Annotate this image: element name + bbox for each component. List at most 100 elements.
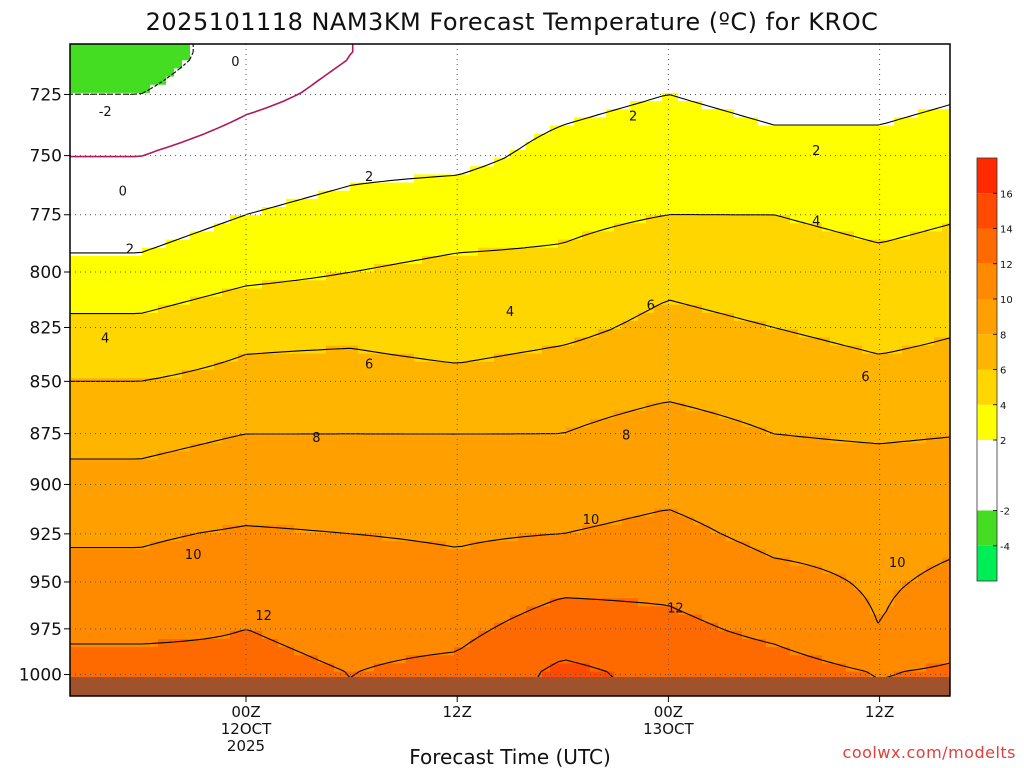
temperature-cell [326, 166, 335, 175]
temperature-cell [206, 239, 215, 249]
temperature-cell [374, 84, 383, 94]
temperature-cell [822, 312, 831, 322]
temperature-cell [830, 272, 839, 281]
temperature-cell [854, 109, 863, 118]
temperature-cell [662, 92, 671, 102]
temperature-cell [742, 312, 751, 322]
temperature-cell [414, 207, 423, 216]
temperature-cell [646, 288, 655, 298]
temperature-cell [846, 288, 855, 298]
temperature-cell [934, 312, 943, 322]
temperature-cell [870, 345, 879, 355]
temperature-cell [662, 402, 671, 412]
temperature-cell [438, 394, 447, 404]
temperature-cell [870, 288, 879, 298]
temperature-cell [646, 264, 655, 273]
temperature-cell [238, 207, 247, 216]
temperature-cell [670, 92, 679, 102]
temperature-cell [582, 44, 591, 53]
temperature-cell [222, 133, 231, 143]
temperature-cell [326, 353, 335, 363]
temperature-cell [894, 117, 903, 127]
temperature-cell [558, 149, 567, 159]
temperature-cell [470, 101, 479, 110]
temperature-cell [686, 92, 695, 102]
temperature-cell [262, 44, 271, 53]
temperature-cell [934, 386, 943, 396]
temperature-cell [78, 60, 87, 70]
temperature-cell [886, 125, 895, 135]
temperature-cell [462, 182, 471, 192]
temperature-cell [542, 345, 551, 355]
temperature-cell [254, 329, 263, 338]
temperature-cell [182, 337, 191, 347]
temperature-cell [206, 353, 215, 363]
temperature-cell [262, 174, 271, 184]
temperature-cell [110, 361, 119, 371]
temperature-cell [910, 52, 919, 61]
temperature-cell [174, 280, 183, 290]
temperature-cell [158, 386, 167, 396]
temperature-cell [542, 190, 551, 200]
temperature-cell [142, 329, 151, 338]
temperature-cell [78, 321, 87, 330]
temperature-cell [558, 101, 567, 110]
temperature-cell [86, 410, 95, 420]
temperature-cell [382, 101, 391, 110]
temperature-cell [70, 288, 79, 298]
temperature-cell [638, 370, 647, 379]
temperature-cell [214, 329, 223, 338]
temperature-cell [94, 44, 103, 53]
temperature-cell [494, 280, 503, 290]
temperature-cell [790, 190, 799, 200]
temperature-cell [78, 166, 87, 175]
temperature-cell [606, 296, 615, 306]
temperature-cell [718, 280, 727, 290]
temperature-cell [678, 280, 687, 290]
temperature-cell [726, 166, 735, 175]
temperature-cell [342, 158, 351, 167]
temperature-cell [334, 361, 343, 371]
temperature-cell [294, 84, 303, 94]
temperature-cell [414, 141, 423, 151]
temperature-cell [398, 141, 407, 151]
temperature-cell [510, 207, 519, 216]
temperature-cell [942, 312, 950, 322]
temperature-cell [390, 255, 399, 265]
temperature-cell [278, 312, 287, 322]
temperature-cell [758, 272, 767, 281]
temperature-cell [494, 337, 503, 347]
temperature-cell [342, 125, 351, 135]
temperature-cell [294, 101, 303, 110]
temperature-cell [702, 141, 711, 151]
temperature-cell [670, 101, 679, 110]
temperature-cell [686, 386, 695, 396]
temperature-cell [126, 149, 135, 159]
temperature-cell [686, 223, 695, 233]
temperature-cell [86, 133, 95, 143]
temperature-cell [702, 133, 711, 143]
temperature-cell [382, 321, 391, 330]
temperature-cell [486, 198, 495, 208]
temperature-cell [686, 68, 695, 78]
temperature-cell [806, 329, 815, 338]
temperature-cell [70, 125, 79, 135]
temperature-cell [846, 394, 855, 404]
temperature-cell [910, 402, 919, 412]
temperature-cell [646, 223, 655, 233]
temperature-cell [454, 296, 463, 306]
temperature-cell [118, 288, 127, 298]
temperature-cell [742, 264, 751, 273]
temperature-cell [190, 60, 199, 70]
temperature-cell [910, 198, 919, 208]
temperature-cell [278, 84, 287, 94]
temperature-cell [374, 52, 383, 61]
temperature-cell [286, 239, 295, 249]
temperature-cell [78, 84, 87, 94]
temperature-cell [342, 207, 351, 216]
temperature-cell [262, 125, 271, 135]
temperature-cell [918, 109, 927, 118]
temperature-cell [550, 321, 559, 330]
temperature-cell [766, 361, 775, 371]
temperature-cell [494, 353, 503, 363]
